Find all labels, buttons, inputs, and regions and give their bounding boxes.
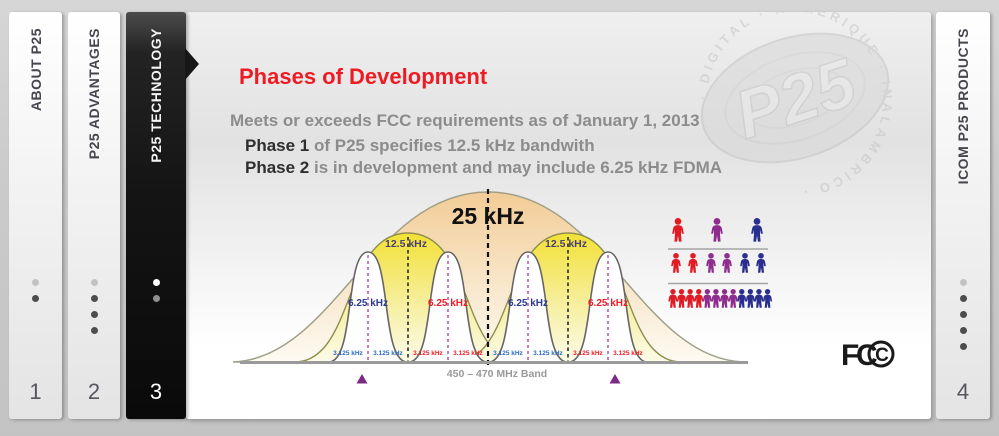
tab-number: 4 (956, 379, 970, 404)
tab-page-dots (68, 279, 120, 334)
nav-dot (959, 311, 967, 318)
person-icon (728, 289, 738, 308)
fcc-letter-f: F (841, 339, 859, 372)
label-25khz: 25 kHz (452, 203, 525, 229)
label-3p125khz-1: 3.125 kHz (333, 350, 363, 357)
label-3p125khz-5: 3.125 kHz (493, 350, 523, 357)
person-icon (685, 289, 695, 308)
label-3p125khz-2: 3.125 kHz (373, 350, 403, 357)
person-icon (745, 289, 755, 308)
tab-label: ICOM P25 PRODUCTS (955, 28, 971, 185)
person-icon (719, 289, 730, 308)
phase2-line: Phase 2 is in development and may includ… (245, 158, 722, 178)
nav-dot (152, 279, 160, 286)
person-icon (688, 253, 698, 273)
tab-label: ABOUT P25 (27, 28, 44, 112)
person-icon (722, 253, 732, 273)
tab-page-dots (9, 279, 62, 302)
fcc-circle (867, 340, 895, 368)
person-icon (672, 218, 684, 242)
nav-dot (90, 327, 98, 334)
curve-6p25khz-4 (569, 251, 647, 363)
band-marker-triangle-right (609, 374, 621, 384)
label-3p125khz-6: 3.125 kHz (533, 350, 563, 357)
phase2-label: Phase 2 (245, 158, 310, 177)
label-12p5khz-left: 12.5 kHz (385, 238, 427, 250)
tab-number: 1 (29, 379, 42, 404)
nav-dot (32, 279, 39, 286)
p25-watermark-logo: P25 · DIGITAL · NUMERIQUE · INALAMBRICO … (695, 12, 891, 200)
nav-dot (90, 295, 98, 302)
person-icon (754, 289, 764, 308)
label-3p125khz-3: 3.125 kHz (413, 350, 443, 357)
person-icon (737, 289, 747, 308)
nav-dot (959, 295, 967, 302)
curve-6p25khz-1 (329, 251, 407, 363)
person-icon (751, 218, 763, 242)
label-6p25khz-3: 6.25 kHz (508, 298, 548, 309)
label-3p125khz-8: 3.125 kHz (613, 350, 643, 357)
phase1-text: of P25 specifies 12.5 kHz bandwith (309, 136, 595, 155)
person-icon (676, 289, 687, 308)
nav-dot (32, 295, 39, 302)
sidebar-tab-icom-p25-products[interactable]: ICOM P25 PRODUCTS 4 (936, 12, 990, 419)
label-6p25khz-2: 6.25 kHz (428, 298, 468, 309)
nav-dot (152, 295, 160, 302)
sidebar-tab-about-p25[interactable]: ABOUT P25 1 (9, 12, 62, 419)
tab-label-wrap: ABOUT P25 (9, 28, 62, 308)
band-marker-triangle-left (356, 374, 368, 384)
person-icon (740, 253, 750, 273)
active-tab-arrow-icon (185, 48, 199, 80)
intro-line: Meets or exceeds FCC requirements as of … (230, 111, 700, 130)
curve-6p25khz-3 (489, 251, 567, 363)
person-icon (694, 289, 704, 308)
tab-label-wrap: P25 ADVANTAGES (68, 28, 120, 308)
tab-page-dots (126, 279, 186, 302)
person-icon (668, 289, 678, 308)
nav-dot (959, 343, 967, 350)
fcc-inner-c: C (875, 345, 889, 366)
nav-dot (90, 311, 98, 318)
sidebar-tab-p25-technology-active[interactable]: P25 TECHNOLOGY 3 (126, 12, 199, 419)
nav-dot (90, 279, 98, 286)
person-icon (706, 253, 716, 273)
tab-label: P25 ADVANTAGES (86, 28, 102, 160)
nav-dot (959, 279, 967, 286)
band-label: 450 – 470 MHz Band (447, 368, 547, 380)
label-6p25khz-1: 6.25 kHz (348, 298, 388, 309)
tab-number: 2 (87, 379, 101, 404)
phase1-label: Phase 1 (245, 136, 310, 155)
curve-6p25khz-2 (409, 251, 487, 363)
tab-page-dots (936, 279, 990, 350)
content-panel: P25 · DIGITAL · NUMERIQUE · INALAMBRICO … (186, 12, 931, 419)
person-icon (671, 253, 681, 273)
label-3p125khz-4: 3.125 kHz (453, 350, 483, 357)
label-3p125khz-7: 3.125 kHz (573, 350, 603, 357)
person-icon (756, 253, 766, 273)
channel-capacity-people-chart (668, 218, 773, 308)
tab-number: 3 (149, 379, 163, 404)
phase1-line: Phase 1 of P25 specifies 12.5 kHz bandwi… (245, 136, 595, 156)
nav-dot (959, 327, 967, 334)
tab-label: P25 TECHNOLOGY (148, 28, 164, 163)
person-icon (762, 289, 773, 308)
sidebar-tab-p25-advantages[interactable]: P25 ADVANTAGES 2 (68, 12, 120, 419)
person-icon (711, 218, 723, 242)
page-title: Phases of Development (239, 64, 488, 89)
fcc-logo-icon: F C C (841, 339, 895, 372)
label-12p5khz-right: 12.5 kHz (545, 238, 587, 250)
phase2-text: is in development and may include 6.25 k… (309, 158, 723, 177)
label-6p25khz-4: 6.25 kHz (588, 298, 628, 309)
tab-label-wrap: ICOM P25 PRODUCTS (936, 28, 990, 308)
person-icon (702, 289, 712, 308)
person-icon (711, 289, 721, 308)
tab-label-wrap: P25 TECHNOLOGY (126, 28, 186, 308)
bandwidth-diagram: 25 kHz 12.5 kHz 12.5 kHz 6.25 kHz 6.25 k… (232, 189, 748, 384)
